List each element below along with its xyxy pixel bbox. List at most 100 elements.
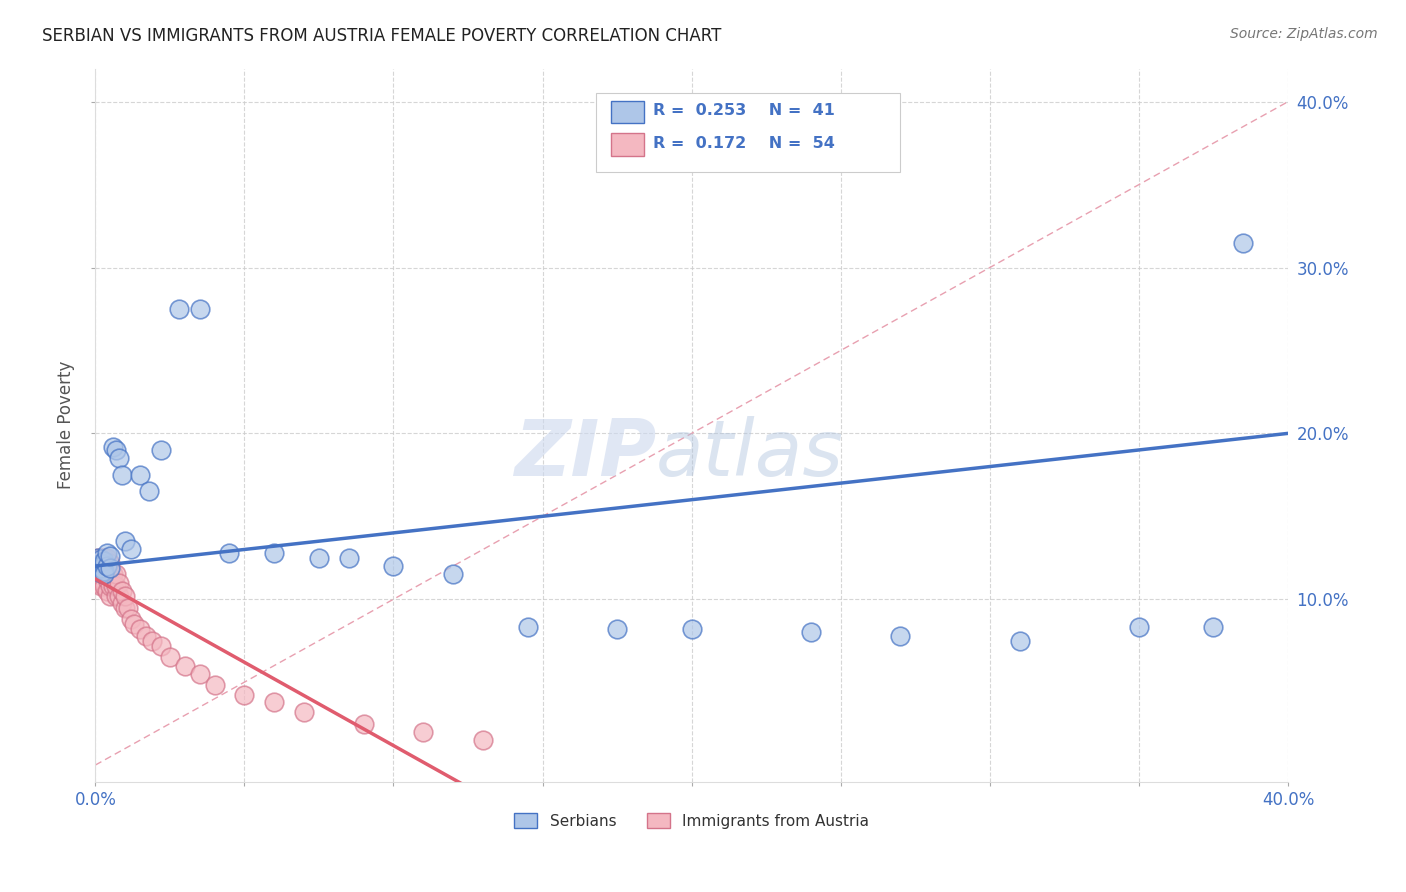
- Y-axis label: Female Poverty: Female Poverty: [58, 361, 75, 490]
- Point: [111, 467, 134, 482]
- Point: [263, 695, 285, 709]
- FancyBboxPatch shape: [610, 101, 644, 123]
- Point: [114, 534, 136, 549]
- Point: [93, 567, 115, 582]
- Text: ZIP: ZIP: [513, 416, 655, 491]
- Point: [87, 562, 110, 576]
- Point: [93, 564, 115, 578]
- Point: [98, 567, 121, 582]
- Point: [111, 583, 134, 598]
- Point: [87, 575, 110, 590]
- Point: [471, 733, 494, 747]
- Point: [105, 579, 128, 593]
- Point: [87, 559, 110, 574]
- Point: [167, 301, 190, 316]
- Point: [90, 560, 112, 574]
- Point: [233, 689, 256, 703]
- Point: [90, 579, 112, 593]
- Point: [93, 558, 115, 572]
- Point: [87, 567, 110, 582]
- Point: [108, 451, 131, 466]
- Point: [90, 550, 112, 565]
- FancyBboxPatch shape: [596, 94, 900, 172]
- Point: [103, 440, 125, 454]
- Point: [93, 554, 115, 568]
- Point: [188, 301, 211, 316]
- Point: [204, 678, 226, 692]
- Point: [114, 600, 136, 615]
- Point: [87, 556, 110, 570]
- Text: R =  0.172    N =  54: R = 0.172 N = 54: [654, 136, 835, 151]
- Point: [103, 579, 125, 593]
- Text: SERBIAN VS IMMIGRANTS FROM AUSTRIA FEMALE POVERTY CORRELATION CHART: SERBIAN VS IMMIGRANTS FROM AUSTRIA FEMAL…: [42, 27, 721, 45]
- Point: [96, 546, 118, 560]
- Point: [412, 725, 434, 739]
- Point: [90, 556, 112, 570]
- Point: [103, 567, 125, 582]
- Point: [173, 658, 195, 673]
- Point: [218, 546, 240, 560]
- Point: [149, 639, 172, 653]
- Point: [96, 562, 118, 576]
- Point: [889, 629, 911, 643]
- Point: [90, 566, 112, 580]
- Point: [87, 562, 110, 576]
- Point: [1008, 633, 1031, 648]
- Point: [149, 442, 172, 457]
- Point: [90, 572, 112, 586]
- Point: [105, 567, 128, 582]
- Point: [93, 559, 115, 574]
- Point: [96, 583, 118, 598]
- Point: [606, 622, 628, 636]
- Point: [93, 567, 115, 582]
- Point: [114, 589, 136, 603]
- Point: [337, 550, 360, 565]
- Point: [292, 705, 315, 719]
- Point: [87, 550, 110, 565]
- Text: R =  0.253    N =  41: R = 0.253 N = 41: [654, 103, 835, 118]
- Point: [120, 612, 142, 626]
- Point: [141, 633, 163, 648]
- Point: [159, 650, 181, 665]
- FancyBboxPatch shape: [610, 134, 644, 156]
- Point: [441, 567, 464, 582]
- Point: [1202, 620, 1225, 634]
- Point: [93, 562, 115, 576]
- Point: [1128, 620, 1150, 634]
- Point: [87, 559, 110, 574]
- Point: [117, 600, 139, 615]
- Point: [111, 595, 134, 609]
- Point: [308, 550, 330, 565]
- Point: [96, 550, 118, 565]
- Point: [90, 562, 112, 576]
- Point: [129, 467, 152, 482]
- Point: [93, 579, 115, 593]
- Point: [90, 556, 112, 570]
- Point: [120, 542, 142, 557]
- Point: [96, 559, 118, 574]
- Point: [105, 589, 128, 603]
- Point: [129, 622, 152, 636]
- Point: [382, 559, 405, 574]
- Point: [96, 572, 118, 586]
- Point: [681, 622, 703, 636]
- Point: [122, 617, 145, 632]
- Point: [1232, 235, 1254, 250]
- Point: [135, 629, 157, 643]
- Text: atlas: atlas: [655, 416, 844, 491]
- Point: [98, 589, 121, 603]
- Point: [90, 552, 112, 566]
- Legend: Serbians, Immigrants from Austria: Serbians, Immigrants from Austria: [509, 806, 875, 835]
- Point: [87, 550, 110, 565]
- Text: Source: ZipAtlas.com: Source: ZipAtlas.com: [1230, 27, 1378, 41]
- Point: [516, 620, 538, 634]
- Point: [98, 556, 121, 570]
- Point: [98, 560, 121, 574]
- Point: [93, 550, 115, 565]
- Point: [105, 442, 128, 457]
- Point: [93, 575, 115, 590]
- Point: [108, 575, 131, 590]
- Point: [188, 666, 211, 681]
- Point: [98, 579, 121, 593]
- Point: [353, 716, 375, 731]
